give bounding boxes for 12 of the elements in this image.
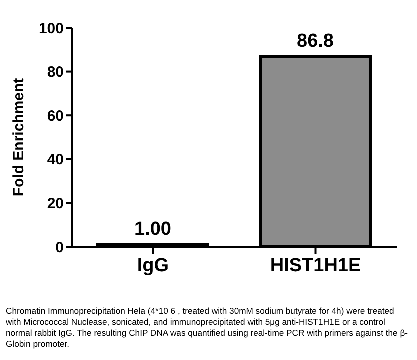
x-tick-label: IgG xyxy=(137,255,170,276)
y-tick-label: 100 xyxy=(38,20,64,38)
data-label: 1.00 xyxy=(134,218,172,240)
y-tick-label: 60 xyxy=(47,108,64,125)
text: Chromatin Immunoprecipitation Hela (4*10 6 , treated with 30mM sodium butyrate for 4h) were treated with Micrococcal Nuclease, sonicated, and immunoprecipitated with 5μg anti-HIST1H1E or a control normal rabbit IgG. The resulting ChIP DNA was quantified using real-time PCR with primers against the β-Globin promoter. xyxy=(6,306,410,350)
y-tick-label: 40 xyxy=(47,152,64,169)
x-tick-label: HIST1H1E xyxy=(270,255,362,276)
y-tick-label: 0 xyxy=(56,239,64,256)
data-label: 86.8 xyxy=(297,30,334,52)
y-tick-label: 80 xyxy=(47,64,64,82)
y-axis-title: Fold Enrichment xyxy=(10,78,28,197)
y-tick-label: 20 xyxy=(47,196,64,213)
